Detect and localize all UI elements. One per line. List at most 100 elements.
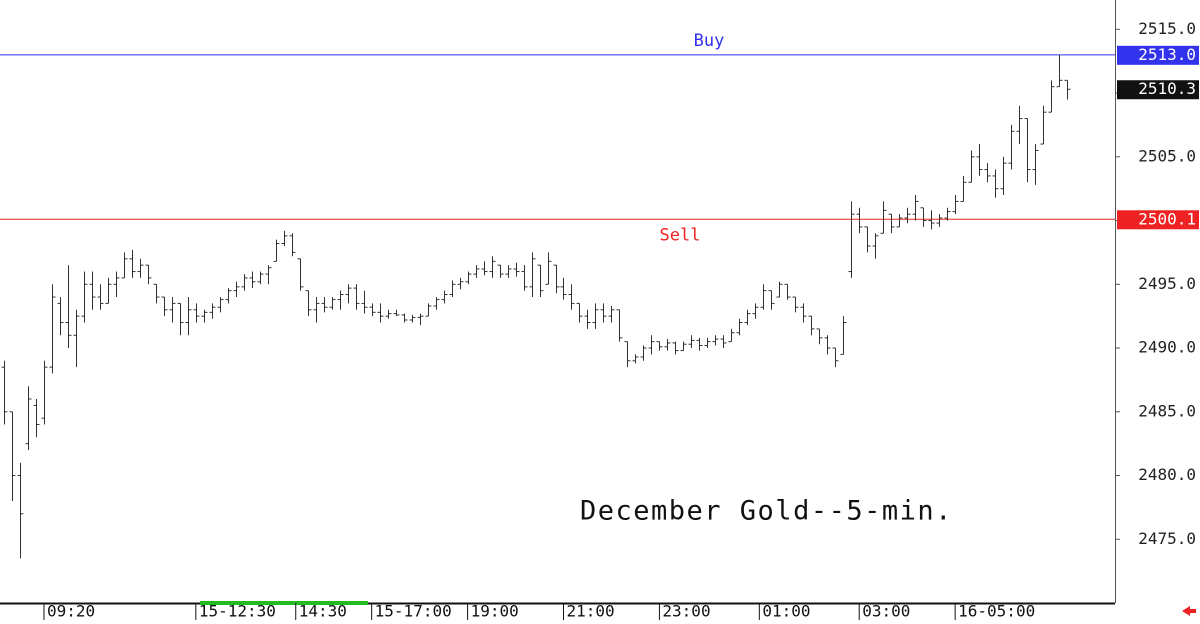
ohlc-bar <box>401 313 408 323</box>
x-tick-label: 15-17:00 <box>375 602 452 621</box>
ohlc-bar <box>281 230 288 247</box>
ohlc-bar <box>664 339 671 351</box>
ohlc-bar <box>784 283 791 300</box>
scroll-arrow[interactable] <box>1182 606 1196 616</box>
ohlc-bar <box>361 290 368 314</box>
ohlc-bar <box>792 296 799 313</box>
ohlc-bar <box>265 265 272 285</box>
ohlc-bar <box>433 297 440 310</box>
ohlc-bar <box>201 309 208 323</box>
ohlc-bar <box>888 213 895 234</box>
ohlc-bar <box>1048 80 1055 113</box>
level-price-box <box>1117 210 1199 230</box>
ohlc-bar <box>736 318 743 336</box>
ohlc-bar <box>560 277 567 300</box>
ohlc-bar <box>441 290 448 304</box>
ohlc-bar <box>832 347 839 368</box>
ohlc-bar <box>185 297 192 336</box>
ohlc-bar <box>1024 118 1031 183</box>
ohlc-bar <box>1016 105 1023 145</box>
ohlc-bar <box>704 337 711 349</box>
level-price-label: 2513.0 <box>1138 45 1196 64</box>
ohlc-bar <box>529 252 536 298</box>
ohlc-bar <box>425 303 432 317</box>
ohlc-bar <box>584 309 591 329</box>
ohlc-bar <box>680 341 687 352</box>
ohlc-bar <box>393 309 400 317</box>
y-tick-label: 2490.0 <box>1138 338 1196 357</box>
ohlc-bar <box>760 284 767 310</box>
ohlc-bar <box>329 297 336 310</box>
ohlc-bar <box>113 271 120 298</box>
ohlc-bar <box>313 297 320 323</box>
ohlc-bar <box>648 335 655 355</box>
ohlc-bar <box>712 335 719 346</box>
ohlc-bar <box>904 207 911 224</box>
ohlc-bar <box>145 264 152 285</box>
ohlc-bar <box>576 302 583 323</box>
ohlc-bar <box>65 265 72 349</box>
plot: 2475.02480.02485.02490.02495.02500.02505… <box>0 19 1199 621</box>
ohlc-bar <box>369 303 376 317</box>
ohlc-bar <box>537 264 544 298</box>
ohlc-bar <box>960 175 967 202</box>
ohlc-bar <box>672 341 679 355</box>
ohlc-bar <box>385 309 392 319</box>
ohlc-bar <box>41 360 48 425</box>
ohlc-bar <box>1056 54 1063 88</box>
y-tick-label: 2515.0 <box>1138 19 1196 38</box>
chart-title: December Gold--5-min. <box>580 496 953 527</box>
level-name: Buy <box>694 31 725 51</box>
ohlc-bar <box>984 163 991 183</box>
ohlc-bar <box>992 169 999 198</box>
x-tick-label: 23:00 <box>662 602 710 621</box>
ohlc-bar <box>481 261 488 276</box>
ohlc-bar <box>553 264 560 294</box>
ohlc-bar <box>217 297 224 313</box>
ohlc-bar <box>688 335 695 349</box>
ohlc-bar <box>616 309 623 342</box>
session-highlight <box>200 601 368 605</box>
ohlc-bar <box>81 271 88 323</box>
ohlc-bar <box>505 265 512 278</box>
ohlc-bar <box>9 411 16 502</box>
ohlc-bar <box>289 233 296 257</box>
y-tick-label: 2485.0 <box>1138 401 1196 420</box>
ohlc-bar <box>936 214 943 227</box>
ohlc-bar <box>1064 79 1071 100</box>
ohlc-bar <box>568 284 575 310</box>
ohlc-bar <box>744 309 751 326</box>
ohlc-bar <box>73 309 80 368</box>
ohlc-bar <box>608 305 615 323</box>
ohlc-bar <box>521 265 528 291</box>
ohlc-bar <box>169 297 176 323</box>
x-tick-label: 01:00 <box>762 602 810 621</box>
x-tick-label: 16-05:00 <box>958 602 1035 621</box>
x-tick-label: 19:00 <box>471 602 519 621</box>
x-tick-label: 21:00 <box>566 602 614 621</box>
ohlc-bar <box>944 207 951 221</box>
level-price-box <box>1117 45 1199 65</box>
ohlc-bar <box>824 335 831 355</box>
ohlc-bar <box>592 303 599 329</box>
ohlc-bar <box>632 354 639 364</box>
ohlc-bar <box>856 207 863 234</box>
ohlc-bar <box>209 303 216 319</box>
ohlc-bar <box>409 314 416 323</box>
ohlc-bar <box>153 283 160 304</box>
level-name: Sell <box>660 225 701 245</box>
ohlc-bar <box>728 328 735 343</box>
ohlc-bar <box>976 144 983 176</box>
x-tick-label: 03:00 <box>862 602 910 621</box>
ohlc-bar <box>800 303 807 323</box>
ohlc-bar <box>473 265 480 278</box>
ohlc-bar <box>776 281 783 298</box>
ohlc-bar <box>137 258 144 278</box>
ohlc-bar <box>233 281 240 298</box>
y-tick-label: 2475.0 <box>1138 529 1196 548</box>
ohlc-bar <box>1032 144 1039 185</box>
ohlc-bar <box>513 262 520 277</box>
